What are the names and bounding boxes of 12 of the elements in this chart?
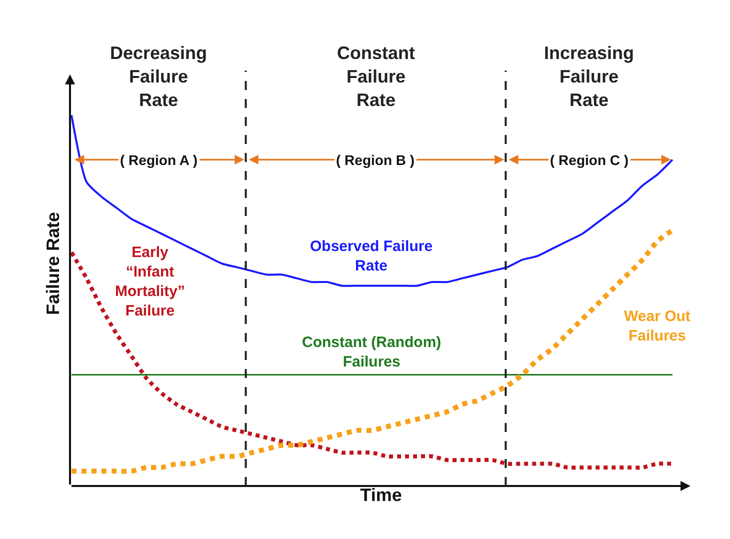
annotation: ( Region C )	[550, 152, 629, 168]
series-label: Constant (Random) Failures	[302, 334, 442, 370]
text: Decreasing Failure Rate	[110, 43, 208, 110]
y-axis-title: Failure Rate	[43, 212, 64, 316]
series-label: Early “Infant Mortality” Failure	[115, 244, 186, 320]
x-axis-title: Time	[360, 485, 402, 506]
annotation: ( Region B )	[336, 152, 415, 168]
text: Increasing Failure Rate	[544, 43, 634, 110]
text: Constant Failure Rate	[337, 43, 415, 110]
series-label: Wear Out Failures	[624, 308, 690, 344]
series-label: Observed Failure Rate	[310, 238, 433, 274]
annotation: ( Region A )	[120, 152, 198, 168]
